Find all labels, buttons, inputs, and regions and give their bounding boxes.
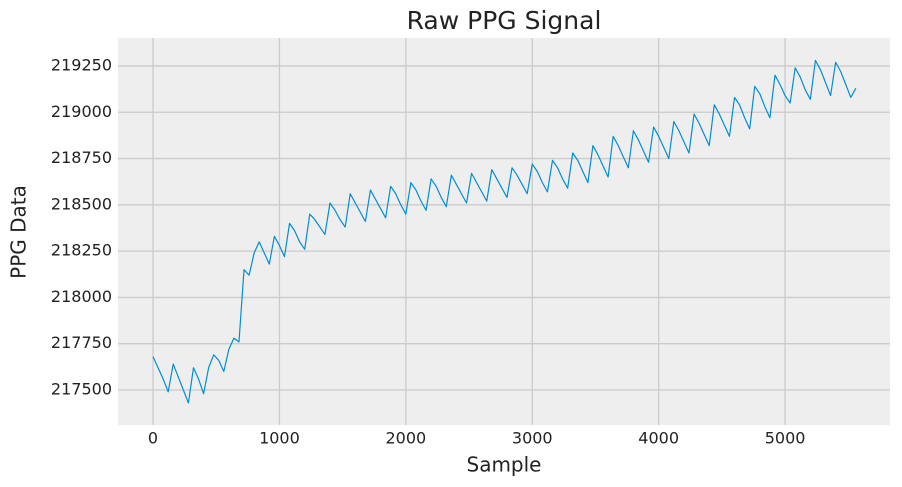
y-tick-label: 218500 (51, 194, 112, 213)
y-tick-label: 217750 (51, 333, 112, 352)
chart-title: Raw PPG Signal (407, 6, 602, 35)
y-tick-label: 217500 (51, 380, 112, 399)
x-tick-label: 4000 (638, 429, 679, 448)
x-tick-label: 5000 (765, 429, 806, 448)
x-axis-label: Sample (467, 453, 542, 477)
plot-area (118, 38, 890, 425)
x-tick-label: 3000 (512, 429, 553, 448)
y-tick-label: 219000 (51, 102, 112, 121)
y-tick-label: 219250 (51, 55, 112, 74)
x-tick-label: 2000 (385, 429, 426, 448)
y-tick-label: 218250 (51, 241, 112, 260)
x-tick-label: 1000 (259, 429, 300, 448)
x-tick-label: 0 (148, 429, 158, 448)
y-tick-label: 218000 (51, 287, 112, 306)
y-tick-label: 218750 (51, 148, 112, 167)
y-axis-label: PPG Data (7, 185, 31, 279)
data-line (152, 59, 857, 404)
